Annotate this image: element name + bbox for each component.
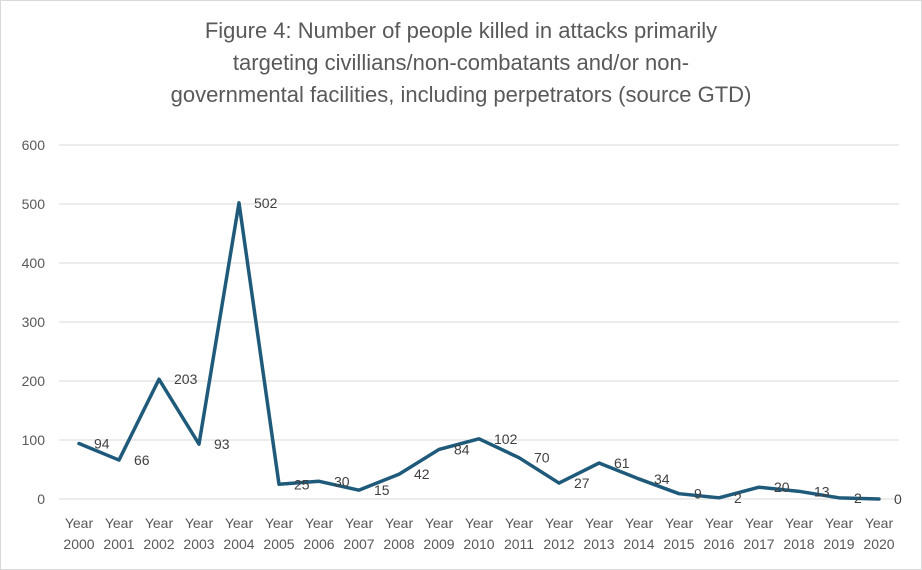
data-label: 2	[854, 490, 862, 506]
data-label: 502	[254, 195, 278, 211]
y-tick-label: 100	[22, 432, 46, 448]
data-label: 15	[374, 482, 390, 498]
y-tick-label: 0	[37, 491, 45, 507]
data-label: 70	[534, 450, 550, 466]
data-label: 13	[814, 483, 830, 499]
x-tick-label: Year 2000	[63, 515, 94, 552]
data-label: 30	[334, 473, 350, 489]
data-label: 203	[174, 371, 198, 387]
x-tick-label: Year 2006	[303, 515, 334, 552]
x-tick-label: Year 2014	[623, 515, 654, 552]
chart-title-line-2: targeting civillians/non-combatants and/…	[232, 50, 690, 75]
x-tick-label: Year 2005	[263, 515, 294, 552]
data-label: 93	[214, 436, 230, 452]
y-tick-label: 200	[22, 373, 46, 389]
chart-title-line-1: Figure 4: Number of people killed in att…	[204, 18, 718, 43]
data-label: 102	[494, 431, 518, 447]
data-label: 42	[414, 466, 430, 482]
data-label: 2	[734, 490, 742, 506]
data-label: 84	[454, 441, 470, 457]
y-tick-label: 300	[22, 314, 46, 330]
x-tick-label: Year 2001	[103, 515, 134, 552]
chart-title-line-3: governmental facilities, including perpe…	[170, 82, 752, 107]
x-tick-label: Year 2017	[743, 515, 774, 552]
x-tick-label: Year 2010	[463, 515, 494, 552]
x-tick-label: Year 2019	[823, 515, 854, 552]
y-tick-label: 400	[22, 255, 46, 271]
x-tick-label: Year 2007	[343, 515, 374, 552]
y-tick-label: 600	[22, 137, 46, 153]
data-label: 27	[574, 475, 590, 491]
x-tick-label: Year 2011	[504, 515, 534, 552]
data-label: 20	[774, 479, 790, 495]
data-label: 9	[694, 486, 702, 502]
series-line	[77, 201, 881, 501]
x-tick-label: Year 2020	[863, 515, 894, 552]
x-tick-label: Year 2012	[543, 515, 574, 552]
data-label: 25	[294, 476, 310, 492]
data-label: 61	[614, 455, 630, 471]
x-tick-label: Year 2015	[663, 515, 694, 552]
x-tick-label: Year 2002	[143, 515, 174, 552]
x-tick-label: Year 2004	[223, 515, 254, 552]
data-label: 34	[654, 471, 670, 487]
data-label: 66	[134, 452, 150, 468]
x-tick-label: Year 2008	[383, 515, 414, 552]
x-tick-label: Year 2013	[583, 515, 614, 552]
chart-title: Figure 4: Number of people killed in att…	[61, 15, 861, 111]
x-tick-label: Year 2009	[423, 515, 454, 552]
data-label: 94	[94, 436, 110, 452]
y-tick-label: 500	[22, 196, 46, 212]
data-label: 0	[894, 491, 902, 507]
x-tick-label: Year 2016	[703, 515, 734, 552]
x-tick-label: Year 2003	[183, 515, 214, 552]
x-tick-label: Year 2018	[783, 515, 814, 552]
